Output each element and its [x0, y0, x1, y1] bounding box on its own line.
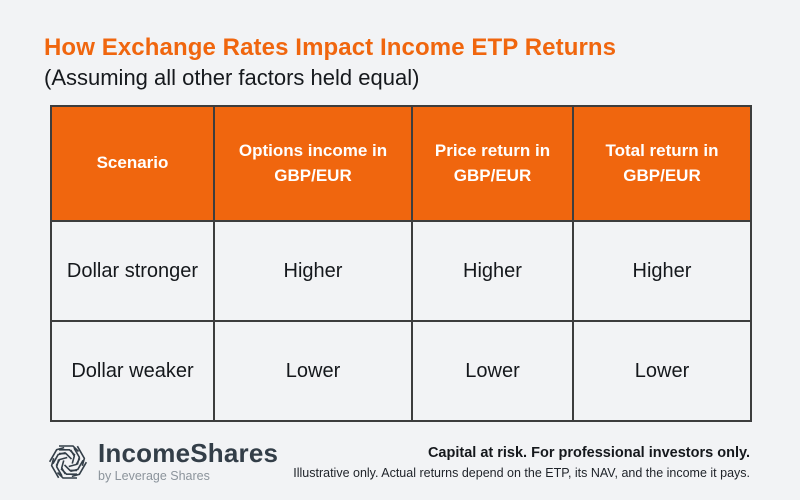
cell-scenario: Dollar weaker [50, 320, 215, 422]
table-header-row: Scenario Options income in GBP/EUR Price… [50, 105, 752, 222]
page-title: How Exchange Rates Impact Income ETP Ret… [44, 34, 617, 61]
cell-total-return: Lower [572, 320, 752, 422]
cell-options-income: Lower [213, 320, 413, 422]
cell-total-return: Higher [572, 220, 752, 322]
disclaimer-block: Capital at risk. For professional invest… [293, 440, 750, 480]
column-header-price-return: Price return in GBP/EUR [411, 105, 574, 222]
table-row-dollar-stronger: Dollar stronger Higher Higher Higher [50, 220, 752, 322]
table-row-dollar-weaker: Dollar weaker Lower Lower Lower [50, 320, 752, 422]
title-block: How Exchange Rates Impact Income ETP Ret… [44, 34, 616, 91]
brand-tagline: by Leverage Shares [98, 469, 210, 484]
disclaimer-text: Illustrative only. Actual returns depend… [293, 466, 750, 480]
column-header-options-income: Options income in GBP/EUR [213, 105, 413, 222]
cell-scenario: Dollar stronger [50, 220, 215, 322]
column-header-scenario: Scenario [50, 105, 215, 222]
brand-name: IncomeShares [98, 438, 279, 468]
disclaimer-bold: Capital at risk. For professional invest… [427, 445, 750, 461]
brand-text: IncomeShares by Leverage Shares [98, 438, 279, 484]
exchange-rate-impact-table: Scenario Options income in GBP/EUR Price… [50, 105, 752, 422]
cell-price-return: Higher [411, 220, 574, 322]
page-subtitle: (Assuming all other factors held equal) [44, 65, 420, 90]
cell-price-return: Lower [411, 320, 574, 422]
column-header-total-return: Total return in GBP/EUR [572, 105, 752, 222]
footer: IncomeShares by Leverage Shares Capital … [48, 438, 750, 484]
cell-options-income: Higher [213, 220, 413, 322]
brand-lockup: IncomeShares by Leverage Shares [48, 438, 279, 484]
incomeshares-logo-icon [48, 442, 88, 482]
